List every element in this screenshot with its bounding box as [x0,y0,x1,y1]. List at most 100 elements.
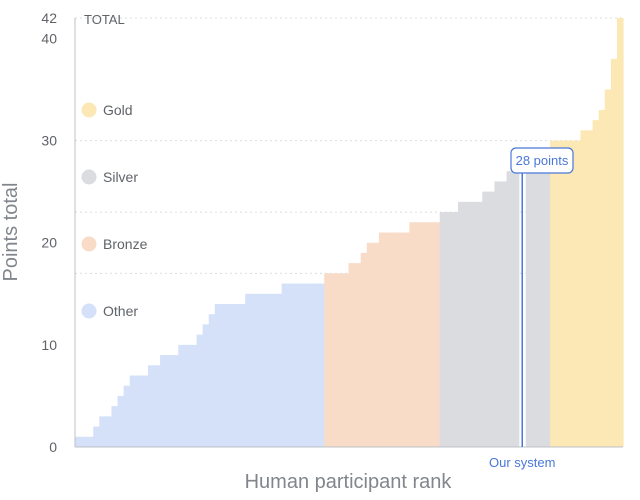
bar-silver [476,201,483,447]
bar-bronze [403,232,410,447]
bar-other [141,375,149,447]
bar-gold [562,140,569,448]
bar-other [312,283,319,447]
legend-item-silver: Silver [81,169,138,185]
legend-label: Silver [103,169,138,185]
bar-bronze [342,273,350,447]
bar-silver [464,201,471,447]
bar-other [117,395,125,447]
bar-gold [580,130,588,447]
bar-other [190,344,198,447]
bar-other [93,426,100,447]
legend-label: Other [103,303,138,319]
legend-label: Bronze [103,236,148,252]
bar-other [196,334,204,447]
bar-other [263,293,271,447]
bar-other [257,293,265,447]
bar-other [166,355,173,447]
bar-gold [556,140,563,448]
bar-other [214,304,222,447]
bar-other [275,293,283,447]
bar-bronze [385,232,392,447]
axes [74,18,623,448]
bar-other [160,355,167,447]
y-axis-label: Points total [0,183,22,282]
bar-other [147,365,155,447]
x-axis-label: Human participant rank [245,471,453,493]
bar-other [178,344,186,447]
legend: Gold Silver Bronze Other [81,102,148,319]
bar-bronze [360,252,368,447]
bar-silver [525,161,533,447]
legend-item-bronze: Bronze [81,236,148,252]
legend-item-gold: Gold [81,102,133,118]
y-tick-label: 0 [49,439,57,455]
bar-bronze [348,263,356,447]
bar-other [233,304,240,447]
bar-bronze [433,222,441,447]
y-tick-label: 10 [41,337,57,353]
y-tick-label: 40 [41,30,57,46]
bar-gold [610,58,618,447]
bar-bronze [330,273,337,447]
bar-silver [445,212,453,447]
bar-other [245,293,252,447]
bar-other [111,406,119,447]
bar-other [208,314,216,447]
legend-label: Gold [103,102,133,118]
bar-gold [586,130,594,447]
legend-swatch [81,236,97,252]
bar-bronze [354,263,362,447]
callout-label: 28 points [516,153,569,168]
bar-other [154,365,161,447]
bar-gold [550,140,557,448]
bar-other [87,436,94,447]
bar-bronze [421,222,429,447]
bar-other [135,375,143,447]
bar-other [239,304,246,447]
bar-silver [457,201,465,447]
our-system-label: Our system [489,455,555,470]
bar-bronze [366,242,374,447]
y-tick-labels: 0 10 20 30 40 42 [41,10,57,455]
bar-silver [451,212,459,447]
bar-silver [470,201,477,447]
bar-bronze [397,232,404,447]
bar-other [299,283,307,447]
callout-box [510,147,574,174]
bar-silver [500,181,508,447]
bar-silver [543,150,551,448]
bar-silver [537,161,545,447]
bar-silver [506,171,514,447]
bar-other [251,293,258,447]
bar-silver [482,191,489,447]
bar-other [318,283,325,447]
total-label: TOTAL [84,12,125,27]
bar-other [281,283,289,447]
bar-gold [592,120,600,448]
bar-other [293,283,301,447]
bar-other [305,283,313,447]
bar-other [99,416,106,447]
bar-other [123,385,131,447]
bar-silver [531,161,539,447]
y-tick-label: 30 [41,133,57,149]
bar-bronze [324,273,331,447]
bar-other [184,344,192,447]
bar-silver [439,212,447,447]
bar-other [220,304,228,447]
our-system-marker: 28 points Our system [489,147,574,470]
bar-other [81,436,88,447]
bar-other [202,324,210,447]
bars [75,18,624,448]
bar-other [105,416,113,447]
y-tick-label: 42 [41,10,57,26]
bar-gold [616,18,624,447]
bar-gold [604,89,612,447]
legend-swatch [81,303,97,319]
legend-item-other: Other [81,303,138,319]
bar-bronze [391,232,398,447]
bar-other [75,436,82,447]
bar-other [172,355,179,447]
